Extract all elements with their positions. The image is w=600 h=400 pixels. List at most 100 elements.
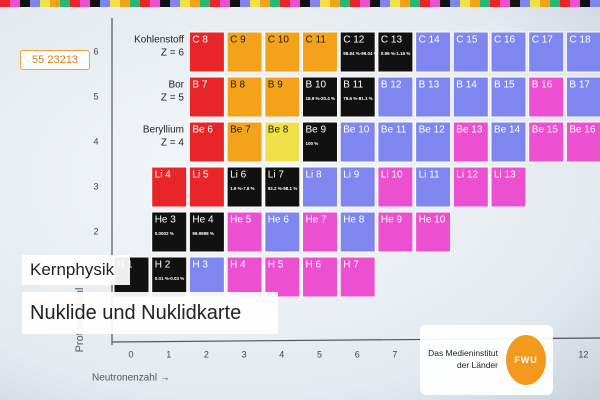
x-tick-label: 3 — [242, 349, 247, 359]
nuclide-cell — [302, 211, 338, 253]
stripe — [410, 0, 420, 7]
x-tick-label: 1 — [166, 349, 171, 359]
stripe — [300, 0, 310, 7]
nuclide-label: Be 11 — [381, 125, 407, 136]
nuclide-cell — [188, 256, 225, 298]
stripe — [140, 0, 150, 7]
nuclide-label: C 17 — [532, 35, 554, 46]
nuclide-note: 1.9 %-7.8 % — [230, 186, 255, 191]
logo-mark: FWU — [506, 335, 546, 385]
x-tick-label: 4 — [279, 349, 284, 359]
nuclide-cell — [452, 166, 489, 208]
row-z: Z = 5 — [161, 93, 185, 104]
nuclide-label: C 16 — [494, 35, 516, 46]
nuclide-cell — [528, 76, 565, 118]
nuclide-note: 92.2 %-98.1 % — [268, 186, 298, 191]
nuclide-label: Li 11 — [419, 170, 440, 181]
nuclide-cell — [452, 121, 489, 163]
nuclide-note: 98.84 %-99.04 % — [343, 51, 378, 56]
stripe — [430, 0, 440, 7]
stripe — [70, 0, 80, 7]
nuclide-label: B 10 — [306, 80, 327, 91]
nuclide-note: 0.96 %-1.16 % — [381, 51, 411, 56]
stripe — [250, 0, 260, 7]
stripe — [50, 0, 60, 7]
nuclide-label: B 7 — [192, 80, 207, 91]
nuclide-cell — [415, 76, 452, 118]
stripe — [460, 0, 470, 7]
nuclide-cell — [452, 31, 489, 73]
stripe — [420, 0, 430, 7]
stripe — [340, 0, 350, 7]
nuclide-cell — [339, 256, 376, 298]
nuclide-label: H 4 — [230, 260, 246, 271]
nuclide-cell — [339, 121, 376, 163]
nuclide-label: He 3 — [155, 215, 177, 226]
stripe — [360, 0, 370, 7]
stripe — [490, 0, 500, 7]
nuclide-cell — [188, 31, 225, 73]
y-tick-label: 2 — [93, 226, 98, 236]
stripe — [280, 0, 290, 7]
logo-box: Das Medieninstitut der Länder FWU — [420, 325, 553, 395]
nuclide-cell — [377, 211, 414, 253]
nuclide-label: He 6 — [268, 215, 290, 226]
nuclide-cell — [151, 166, 188, 208]
stripe — [240, 0, 250, 7]
nuclide-label: He 7 — [306, 215, 328, 226]
x-tick-label: 7 — [392, 349, 397, 359]
nuclide-cell — [415, 211, 452, 253]
stripe — [60, 0, 70, 7]
stripe — [310, 0, 320, 7]
x-axis-label: Neutronenzahl → — [92, 373, 170, 384]
nuclide-label: Li 9 — [343, 170, 360, 181]
nuclide-cell — [188, 211, 225, 253]
nuclide-note: 100 % — [306, 141, 319, 146]
nuclide-label: He 4 — [192, 215, 214, 226]
nuclide-label: H 5 — [268, 260, 284, 271]
nuclide-label: B 14 — [456, 80, 477, 91]
nuclide-cell — [565, 121, 600, 163]
row-z: Z = 4 — [161, 138, 185, 149]
nuclide-label: C 12 — [343, 35, 365, 46]
nuclide-label: B 9 — [268, 80, 283, 91]
nuclide-cell — [339, 31, 376, 73]
stripe — [540, 0, 550, 7]
x-tick-label: 0 — [128, 349, 133, 359]
nuclide-label: B 17 — [569, 80, 590, 91]
nuclide-cell — [151, 211, 188, 253]
y-tick-label: 4 — [93, 136, 98, 146]
nuclide-cell — [264, 211, 301, 253]
nuclide-label: C 8 — [192, 35, 208, 46]
nuclide-cell — [490, 76, 527, 118]
stripe — [220, 0, 230, 7]
x-tick-label: 6 — [355, 349, 360, 359]
stripe — [120, 0, 130, 7]
stripe — [500, 0, 510, 7]
nuclide-label: B 13 — [419, 80, 440, 91]
row-z: Z = 6 — [161, 48, 185, 59]
nuclide-cell — [226, 211, 263, 253]
stripe — [370, 0, 380, 7]
nuclide-cell — [565, 31, 600, 73]
nuclide-label: Be 7 — [230, 125, 251, 136]
nuclide-cell — [302, 256, 338, 298]
nuclide-cell — [377, 166, 414, 208]
stripe — [30, 0, 40, 7]
stripe — [320, 0, 330, 7]
nuclide-cell — [377, 76, 414, 118]
nuclide-cell — [377, 31, 414, 73]
nuclide-cell — [452, 76, 489, 118]
stripe — [520, 0, 530, 7]
stripe — [260, 0, 270, 7]
nuclide-label: H 2 — [155, 260, 171, 271]
stripe — [550, 0, 560, 7]
stripe — [40, 0, 50, 7]
nuclide-label: Li 7 — [268, 170, 285, 181]
row-name: Beryllium — [143, 125, 184, 136]
nuclide-cell — [264, 76, 301, 118]
nuclide-cell — [302, 31, 338, 73]
nuclide-cell — [302, 121, 338, 163]
nuclide-label: Be 15 — [532, 125, 559, 136]
nuclide-label: C 11 — [306, 35, 327, 46]
